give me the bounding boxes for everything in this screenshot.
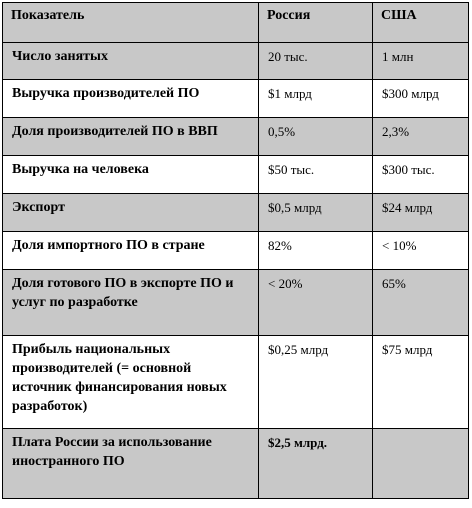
metric-cell: Плата России за использование иностранно… <box>2 428 259 499</box>
usa-cell: 1 млн <box>372 42 469 80</box>
usa-cell: < 10% <box>372 231 469 270</box>
russia-cell: $0,25 млрд <box>258 335 373 429</box>
header-metric: Показатель <box>2 2 259 43</box>
usa-cell: 2,3% <box>372 117 469 156</box>
usa-cell: $300 млрд <box>372 79 469 118</box>
metric-cell: Выручка на человека <box>2 155 259 194</box>
russia-cell: 0,5% <box>258 117 373 156</box>
russia-cell: 20 тыс. <box>258 42 373 80</box>
table-row: Доля готового ПО в экспорте ПО и услуг п… <box>2 269 469 336</box>
metric-cell: Прибыль национальных производителей (= о… <box>2 335 259 429</box>
usa-cell <box>372 428 469 499</box>
table-row: Доля импортного ПО в стране 82% < 10% <box>2 231 469 270</box>
table-header-row: Показатель Россия США <box>2 2 469 43</box>
metric-cell: Экспорт <box>2 193 259 232</box>
metric-cell: Число занятых <box>2 42 259 80</box>
russia-cell: $50 тыс. <box>258 155 373 194</box>
table-row: Экспорт $0,5 млрд $24 млрд <box>2 193 469 232</box>
metric-cell: Доля импортного ПО в стране <box>2 231 259 270</box>
usa-cell: $24 млрд <box>372 193 469 232</box>
table-row: Выручка на человека $50 тыс. $300 тыс. <box>2 155 469 194</box>
header-russia: Россия <box>258 2 373 43</box>
russia-cell: < 20% <box>258 269 373 336</box>
table-row: Число занятых 20 тыс. 1 млн <box>2 42 469 80</box>
table-row: Доля производителей ПО в ВВП 0,5% 2,3% <box>2 117 469 156</box>
russia-cell: $2,5 млрд. <box>258 428 373 499</box>
metric-cell: Доля готового ПО в экспорте ПО и услуг п… <box>2 269 259 336</box>
table-row: Выручка производителей ПО $1 млрд $300 м… <box>2 79 469 118</box>
table-row: Плата России за использование иностранно… <box>2 428 469 499</box>
table-row: Прибыль национальных производителей (= о… <box>2 335 469 429</box>
metric-cell: Доля производителей ПО в ВВП <box>2 117 259 156</box>
metric-cell: Выручка производителей ПО <box>2 79 259 118</box>
russia-cell: 82% <box>258 231 373 270</box>
usa-cell: 65% <box>372 269 469 336</box>
comparison-table: Показатель Россия США Число занятых 20 т… <box>2 2 469 499</box>
usa-cell: $300 тыс. <box>372 155 469 194</box>
header-usa: США <box>372 2 469 43</box>
russia-cell: $1 млрд <box>258 79 373 118</box>
russia-cell: $0,5 млрд <box>258 193 373 232</box>
usa-cell: $75 млрд <box>372 335 469 429</box>
